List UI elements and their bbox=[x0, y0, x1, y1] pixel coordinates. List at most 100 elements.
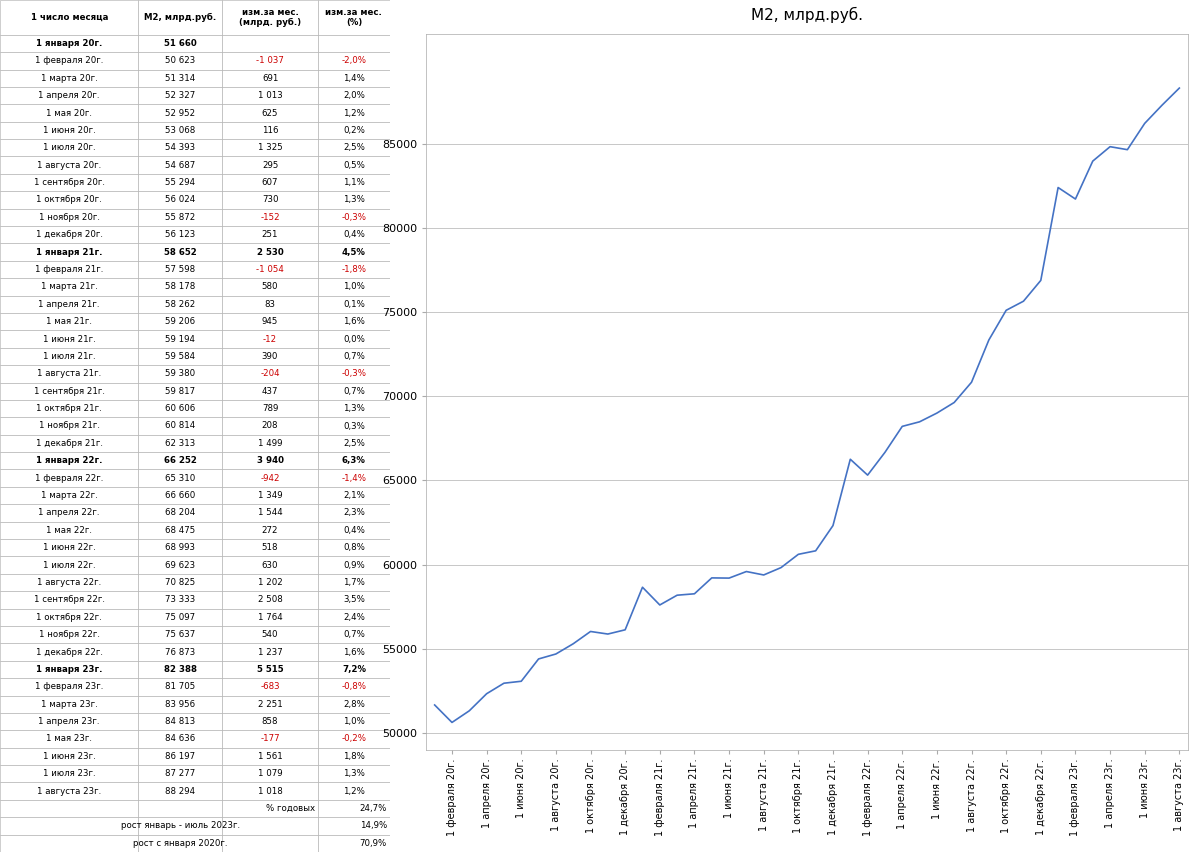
Bar bbox=[222, 122, 318, 139]
Bar bbox=[0, 678, 138, 695]
Bar bbox=[138, 800, 222, 817]
Text: 1 544: 1 544 bbox=[258, 509, 282, 517]
Text: 1 августа 22г.: 1 августа 22г. bbox=[37, 578, 101, 587]
Bar bbox=[138, 469, 222, 486]
Bar bbox=[222, 383, 318, 400]
Bar bbox=[222, 591, 318, 608]
Text: 50 623: 50 623 bbox=[166, 56, 196, 66]
Text: 0,4%: 0,4% bbox=[343, 230, 365, 239]
Text: -0,3%: -0,3% bbox=[342, 369, 366, 378]
Text: 2,4%: 2,4% bbox=[343, 613, 365, 622]
Bar bbox=[0, 800, 138, 817]
Bar bbox=[222, 174, 318, 191]
Bar bbox=[222, 486, 318, 504]
Text: 0,7%: 0,7% bbox=[343, 387, 365, 395]
Bar bbox=[222, 70, 318, 87]
Text: 1 августа 21г.: 1 августа 21г. bbox=[37, 369, 101, 378]
Bar bbox=[0, 52, 138, 70]
Text: 1 сентября 22г.: 1 сентября 22г. bbox=[34, 596, 104, 604]
Bar bbox=[318, 643, 390, 661]
Text: 0,3%: 0,3% bbox=[343, 422, 365, 430]
Text: -1 037: -1 037 bbox=[256, 56, 284, 66]
Bar bbox=[318, 331, 390, 348]
Text: 1 499: 1 499 bbox=[258, 439, 282, 448]
Text: 1 апреля 20г.: 1 апреля 20г. bbox=[38, 91, 100, 101]
Bar bbox=[0, 504, 138, 521]
Text: 1 апреля 21г.: 1 апреля 21г. bbox=[38, 300, 100, 308]
Text: 0,2%: 0,2% bbox=[343, 126, 365, 135]
Bar bbox=[138, 643, 222, 661]
Text: изм.за мес.
(млрд. руб.): изм.за мес. (млрд. руб.) bbox=[239, 8, 301, 27]
Text: 1 декабря 21г.: 1 декабря 21г. bbox=[36, 439, 103, 448]
Text: 73 333: 73 333 bbox=[166, 596, 196, 604]
Text: 59 380: 59 380 bbox=[166, 369, 196, 378]
Bar bbox=[318, 87, 390, 104]
Bar bbox=[0, 244, 138, 261]
Text: 1 октября 21г.: 1 октября 21г. bbox=[36, 404, 102, 413]
Bar bbox=[318, 104, 390, 122]
Bar bbox=[0, 695, 138, 713]
Text: 2 251: 2 251 bbox=[258, 699, 282, 709]
Text: 1 ноября 20г.: 1 ноября 20г. bbox=[38, 213, 100, 222]
Bar bbox=[318, 591, 390, 608]
Text: 1 мая 20г.: 1 мая 20г. bbox=[47, 108, 92, 118]
Text: 1 октября 20г.: 1 октября 20г. bbox=[36, 195, 102, 204]
Text: 0,5%: 0,5% bbox=[343, 161, 365, 170]
Bar bbox=[222, 191, 318, 209]
Bar bbox=[318, 765, 390, 782]
Bar bbox=[222, 800, 318, 817]
Bar bbox=[318, 800, 390, 817]
Bar bbox=[318, 695, 390, 713]
Text: 5 515: 5 515 bbox=[257, 665, 283, 674]
Bar bbox=[138, 0, 222, 35]
Text: 1 февраля 20г.: 1 февраля 20г. bbox=[35, 56, 103, 66]
Bar bbox=[138, 817, 222, 835]
Bar bbox=[138, 695, 222, 713]
Text: 116: 116 bbox=[262, 126, 278, 135]
Bar bbox=[0, 122, 138, 139]
Bar bbox=[222, 695, 318, 713]
Text: 83: 83 bbox=[264, 300, 276, 308]
Text: 1 января 23г.: 1 января 23г. bbox=[36, 665, 102, 674]
Text: 65 310: 65 310 bbox=[166, 474, 196, 483]
Text: -942: -942 bbox=[260, 474, 280, 483]
Bar bbox=[0, 348, 138, 366]
Bar bbox=[222, 400, 318, 417]
Text: 1 февраля 22г.: 1 февраля 22г. bbox=[35, 474, 103, 483]
Text: -177: -177 bbox=[260, 734, 280, 744]
Bar bbox=[222, 331, 318, 348]
Text: 1 июня 22г.: 1 июня 22г. bbox=[43, 544, 96, 552]
Text: 272: 272 bbox=[262, 526, 278, 535]
Text: 1 июля 22г.: 1 июля 22г. bbox=[43, 561, 96, 570]
Text: 58 262: 58 262 bbox=[166, 300, 196, 308]
Bar bbox=[222, 348, 318, 366]
Bar bbox=[222, 782, 318, 800]
Bar bbox=[318, 782, 390, 800]
Bar bbox=[222, 748, 318, 765]
Bar bbox=[138, 122, 222, 139]
Text: 1,4%: 1,4% bbox=[343, 74, 365, 83]
Bar bbox=[222, 244, 318, 261]
Text: 1 764: 1 764 bbox=[258, 613, 282, 622]
Text: 630: 630 bbox=[262, 561, 278, 570]
Text: 66 660: 66 660 bbox=[166, 491, 196, 500]
Text: 58 178: 58 178 bbox=[166, 282, 196, 291]
Bar bbox=[0, 104, 138, 122]
Bar bbox=[318, 52, 390, 70]
Bar bbox=[138, 191, 222, 209]
Bar bbox=[222, 626, 318, 643]
Bar bbox=[138, 556, 222, 573]
Text: 1 марта 21г.: 1 марта 21г. bbox=[41, 282, 97, 291]
Text: 1 079: 1 079 bbox=[258, 769, 282, 778]
Text: 1,3%: 1,3% bbox=[343, 195, 365, 204]
Text: 1,3%: 1,3% bbox=[343, 769, 365, 778]
Text: 55 872: 55 872 bbox=[166, 213, 196, 222]
Bar bbox=[222, 157, 318, 174]
Bar bbox=[0, 730, 138, 748]
Text: 7,2%: 7,2% bbox=[342, 665, 366, 674]
Bar bbox=[222, 469, 318, 486]
Text: 69 623: 69 623 bbox=[166, 561, 196, 570]
Text: % годовых: % годовых bbox=[265, 804, 314, 813]
Bar bbox=[318, 261, 390, 279]
Bar bbox=[0, 226, 138, 244]
